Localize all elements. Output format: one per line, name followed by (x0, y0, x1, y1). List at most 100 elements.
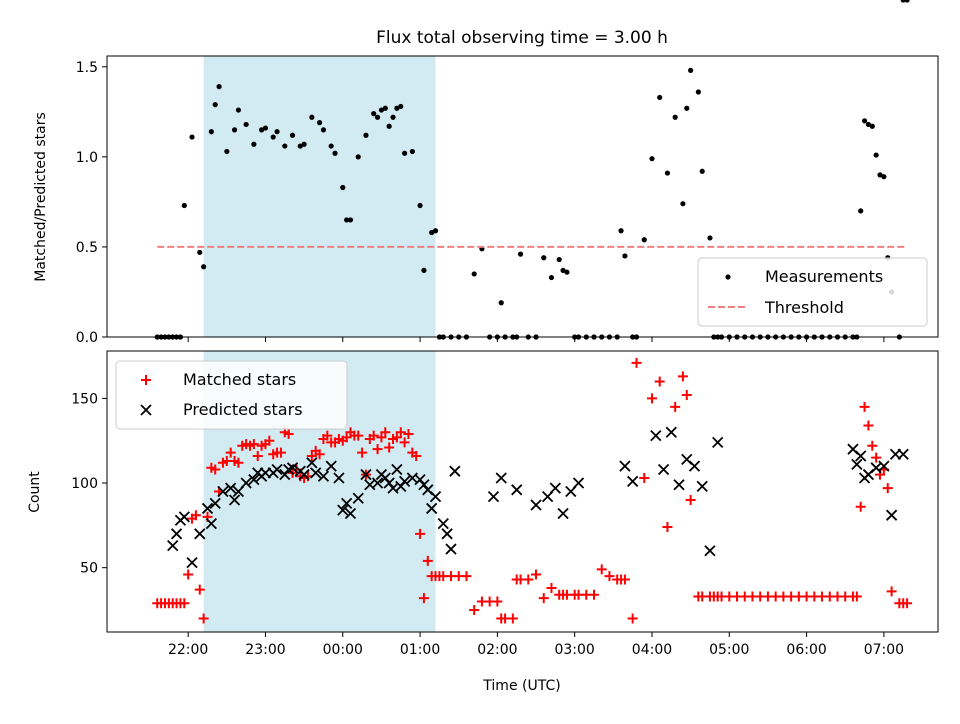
top-y-tick-label: 1.5 (76, 60, 98, 76)
predicted-stars-point (450, 466, 460, 476)
matched-stars-point (492, 597, 502, 607)
measurement-point (182, 203, 187, 208)
measurement-point (421, 268, 426, 273)
legend-predicted-stars-label: Predicted stars (183, 400, 303, 419)
measurement-point (549, 275, 554, 280)
top-y-tick-label: 0.0 (76, 330, 98, 346)
measurement-point (236, 107, 241, 112)
matched-stars-point (523, 575, 533, 585)
measurement-point (340, 185, 345, 190)
measurement-point (688, 68, 693, 73)
measurement-point (649, 156, 654, 161)
predicted-stars-point (674, 480, 684, 490)
predicted-stars-point (898, 449, 908, 459)
matched-stars-point (682, 390, 692, 400)
matched-stars-point (647, 393, 657, 403)
predicted-stars-point (438, 519, 448, 529)
measurement-point (371, 111, 376, 116)
measurement-point (707, 235, 712, 240)
x-tick-label: 04:00 (632, 642, 672, 658)
predicted-stars-point (446, 544, 456, 554)
measurement-point (657, 95, 662, 100)
measurement-point (518, 252, 523, 257)
top-legend: Measurements Threshold (698, 258, 927, 326)
measurement-point (858, 208, 863, 213)
matched-stars-point (678, 371, 688, 381)
measurement-point (216, 84, 221, 89)
measurement-point (642, 237, 647, 242)
measurement-point (881, 174, 886, 179)
matched-stars-point (597, 564, 607, 574)
bottom-y-tick-label: 50 (80, 561, 98, 577)
x-tick-label: 05:00 (709, 642, 749, 658)
matched-stars-point (632, 358, 642, 368)
x-tick-label: 00:00 (323, 642, 363, 658)
top-highlight-span (204, 56, 436, 337)
matched-stars-point (539, 593, 549, 603)
measurement-point (197, 250, 202, 255)
measurement-point (329, 143, 334, 148)
matched-stars-point (531, 569, 541, 579)
measurement-point (317, 120, 322, 125)
measurement-point (271, 134, 276, 139)
matched-stars-point (670, 402, 680, 412)
bottom-y-axis-label: Count (27, 471, 43, 513)
predicted-stars-point (705, 546, 715, 556)
x-tick-label: 23:00 (245, 642, 285, 658)
measurement-point (564, 270, 569, 275)
bottom-legend: Matched stars Predicted stars (116, 361, 347, 429)
matched-stars-point (195, 585, 205, 595)
measurement-point (189, 134, 194, 139)
top-panel: 0.0 0.5 1.0 1.5 Measurements Threshold (76, 0, 938, 346)
matched-stars-point (867, 441, 877, 451)
predicted-stars-point (651, 431, 661, 441)
measurement-point (557, 257, 562, 262)
measurement-point (201, 264, 206, 269)
predicted-stars-point (496, 473, 506, 483)
matched-stars-point (469, 605, 479, 615)
measurement-point (870, 124, 875, 129)
matched-stars-point (883, 483, 893, 493)
measurement-point (213, 102, 218, 107)
matched-stars-point (860, 402, 870, 412)
predicted-stars-point (666, 427, 676, 437)
x-axis-label: Time (UTC) (482, 678, 560, 694)
predicted-stars-point (697, 481, 707, 491)
measurement-point (541, 255, 546, 260)
x-tick-label: 07:00 (864, 642, 904, 658)
measurement-point (321, 127, 326, 132)
measurement-point (684, 106, 689, 111)
measurement-point (417, 203, 422, 208)
x-tick-label: 01:00 (400, 642, 440, 658)
matched-stars-point (183, 569, 193, 579)
measurement-point (618, 228, 623, 233)
measurement-point (673, 115, 678, 120)
x-tick-label: 03:00 (554, 642, 594, 658)
predicted-stars-point (168, 541, 178, 551)
predicted-stars-point (179, 512, 189, 522)
matched-stars-point (628, 613, 638, 623)
matched-stars-point (508, 613, 518, 623)
predicted-stars-point (187, 558, 197, 568)
measurement-point (390, 115, 395, 120)
measurement-point (383, 106, 388, 111)
legend-measurements-marker (725, 274, 730, 279)
measurement-point (904, 0, 909, 3)
measurement-point (410, 149, 415, 154)
measurement-point (232, 127, 237, 132)
predicted-stars-point (659, 464, 669, 474)
matched-stars-point (686, 495, 696, 505)
legend-matched-stars-label: Matched stars (183, 370, 296, 389)
top-y-tick-label: 1.0 (76, 150, 98, 166)
matched-stars-point (662, 522, 672, 532)
measurement-point (332, 151, 337, 156)
matched-stars-point (546, 583, 556, 593)
predicted-stars-point (531, 500, 541, 510)
measurement-point (398, 104, 403, 109)
legend-measurements-label: Measurements (765, 267, 883, 286)
predicted-stars-point (512, 485, 522, 495)
measurement-point (274, 129, 279, 134)
predicted-stars-point (442, 529, 452, 539)
bottom-panel: 22:00 23:00 00:00 01:00 02:00 03:00 04:00 05:00… (71, 351, 938, 658)
measurement-point (375, 115, 380, 120)
